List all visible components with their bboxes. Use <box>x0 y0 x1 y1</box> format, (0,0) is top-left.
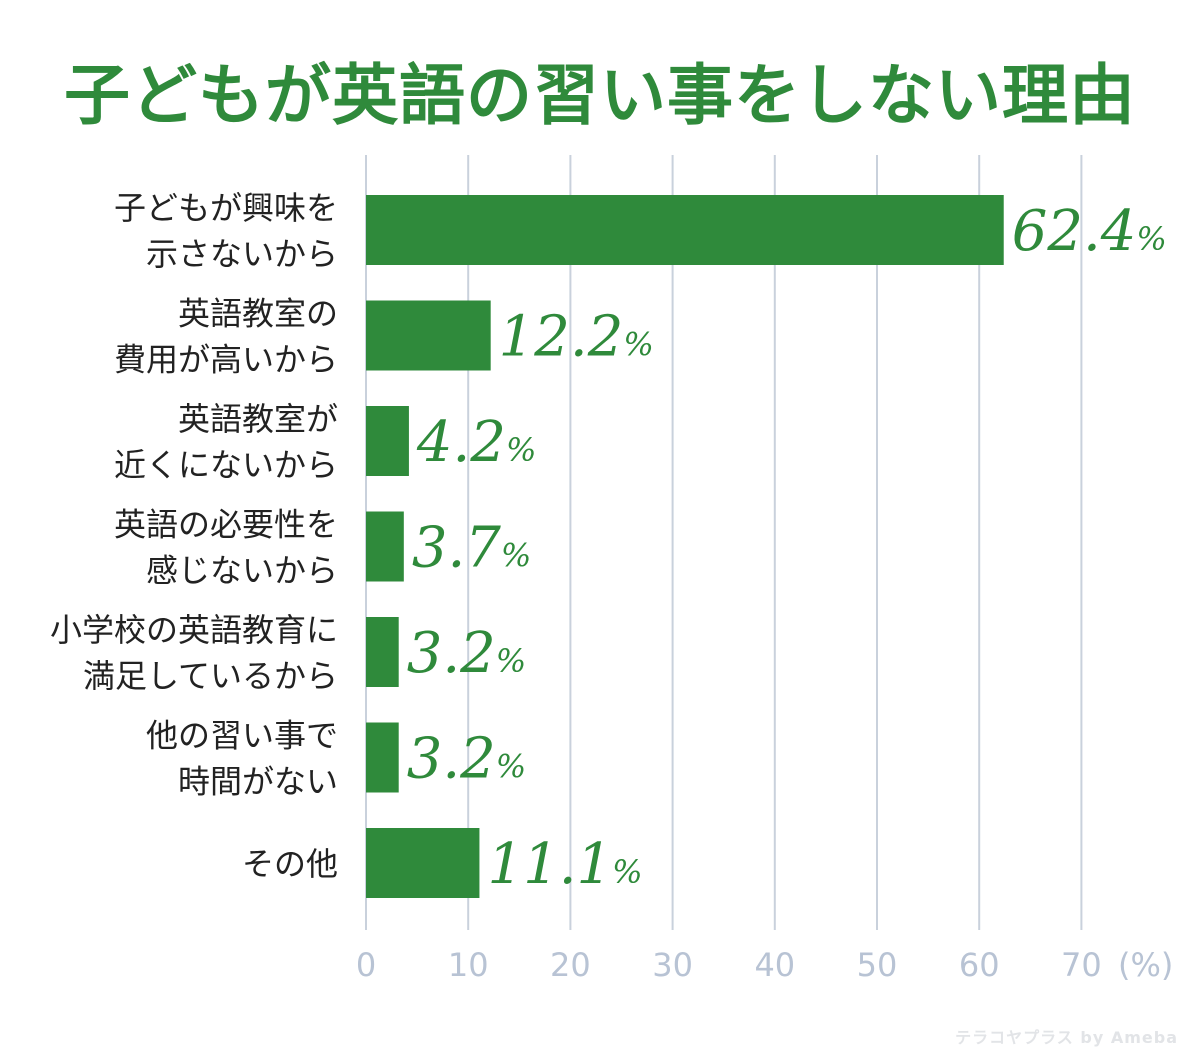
value-label: 3.7% <box>412 516 531 581</box>
watermark: テラコヤプラス by Ameba <box>955 1028 1178 1047</box>
value-suffix: % <box>506 431 536 469</box>
value-number: 3.2 <box>407 727 496 792</box>
category-label: 小学校の英語教育に <box>50 611 338 649</box>
category-label: 感じないから <box>146 552 338 590</box>
value-label: 3.2% <box>407 621 526 686</box>
x-tick-label: 0 <box>356 946 376 984</box>
bar-7 <box>366 828 480 898</box>
value-suffix: % <box>496 642 526 680</box>
value-label: 3.2% <box>407 727 526 792</box>
category-label: 近くにないから <box>114 446 338 484</box>
category-label: 費用が高いから <box>114 341 338 379</box>
chart-title: 子どもが英語の習い事をしない理由 <box>64 57 1136 134</box>
bar-6 <box>366 722 399 793</box>
x-tick-label: 60 <box>959 946 1000 984</box>
x-tick-label: 50 <box>857 946 898 984</box>
category-label: その他 <box>242 845 338 883</box>
x-tick-label: 10 <box>448 946 489 984</box>
value-suffix: % <box>623 326 653 364</box>
category-label: 英語教室が <box>178 400 338 438</box>
x-tick-label: 20 <box>550 946 591 984</box>
value-number: 3.2 <box>407 621 496 686</box>
value-suffix: % <box>501 537 531 575</box>
category-label: 子どもが興味を <box>114 189 338 227</box>
value-number: 11.1 <box>487 832 612 897</box>
bar-5 <box>366 617 399 687</box>
value-number: 3.7 <box>412 516 501 581</box>
value-label: 11.1% <box>487 832 642 897</box>
value-number: 12.2 <box>499 305 624 370</box>
value-suffix: % <box>496 748 526 786</box>
bar-3 <box>366 406 409 476</box>
x-unit-label: (%) <box>1118 946 1173 984</box>
category-label: 他の習い事で <box>146 717 338 755</box>
x-tick-label: 30 <box>652 946 693 984</box>
value-suffix: % <box>1136 220 1166 258</box>
bar-4 <box>366 511 404 582</box>
value-label: 62.4% <box>1012 199 1167 264</box>
category-label: 英語の必要性を <box>114 506 338 544</box>
value-suffix: % <box>612 853 642 891</box>
category-label: 満足しているから <box>83 657 338 695</box>
x-tick-label: 40 <box>754 946 795 984</box>
value-label: 12.2% <box>499 305 654 370</box>
category-label: 時間がない <box>178 763 338 801</box>
bar-1 <box>366 195 1004 265</box>
x-tick-label: 70 <box>1061 946 1102 984</box>
category-label: 示さないから <box>146 235 338 273</box>
bar-2 <box>366 300 491 371</box>
value-label: 4.2% <box>416 410 536 475</box>
value-number: 62.4 <box>1012 199 1137 264</box>
category-label: 英語教室の <box>178 295 338 333</box>
value-number: 4.2 <box>416 410 506 475</box>
